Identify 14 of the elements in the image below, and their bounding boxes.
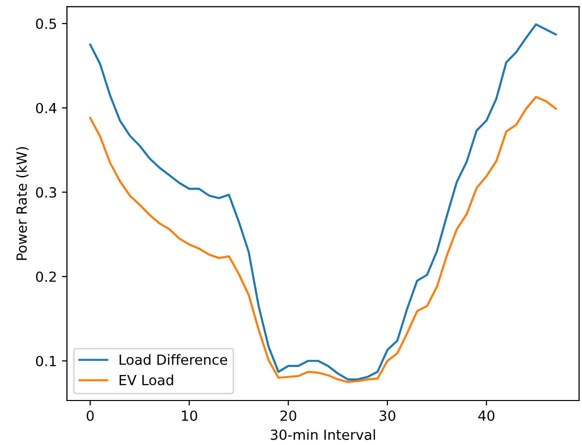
x-tick-label: 10	[182, 410, 198, 421]
y-tick-label: 0.3	[36, 187, 56, 198]
y-tick-label: 0.1	[36, 356, 56, 366]
y-axis-title: Power Rate (kW)	[16, 147, 29, 260]
x-axis-title: 30-min Interval	[270, 429, 375, 440]
y-tick-label: 0.5	[36, 18, 56, 30]
x-tick-label: 40	[478, 410, 494, 421]
x-tick-label: 0	[86, 410, 94, 421]
x-tick-label: 30	[380, 410, 396, 421]
y-tick-label: 0.4	[36, 102, 56, 114]
legend-label: Load Difference	[120, 354, 228, 365]
legend-label: EV Load	[120, 374, 174, 386]
x-tick-label: 20	[280, 410, 296, 421]
y-tick-label: 0.2	[36, 272, 56, 282]
